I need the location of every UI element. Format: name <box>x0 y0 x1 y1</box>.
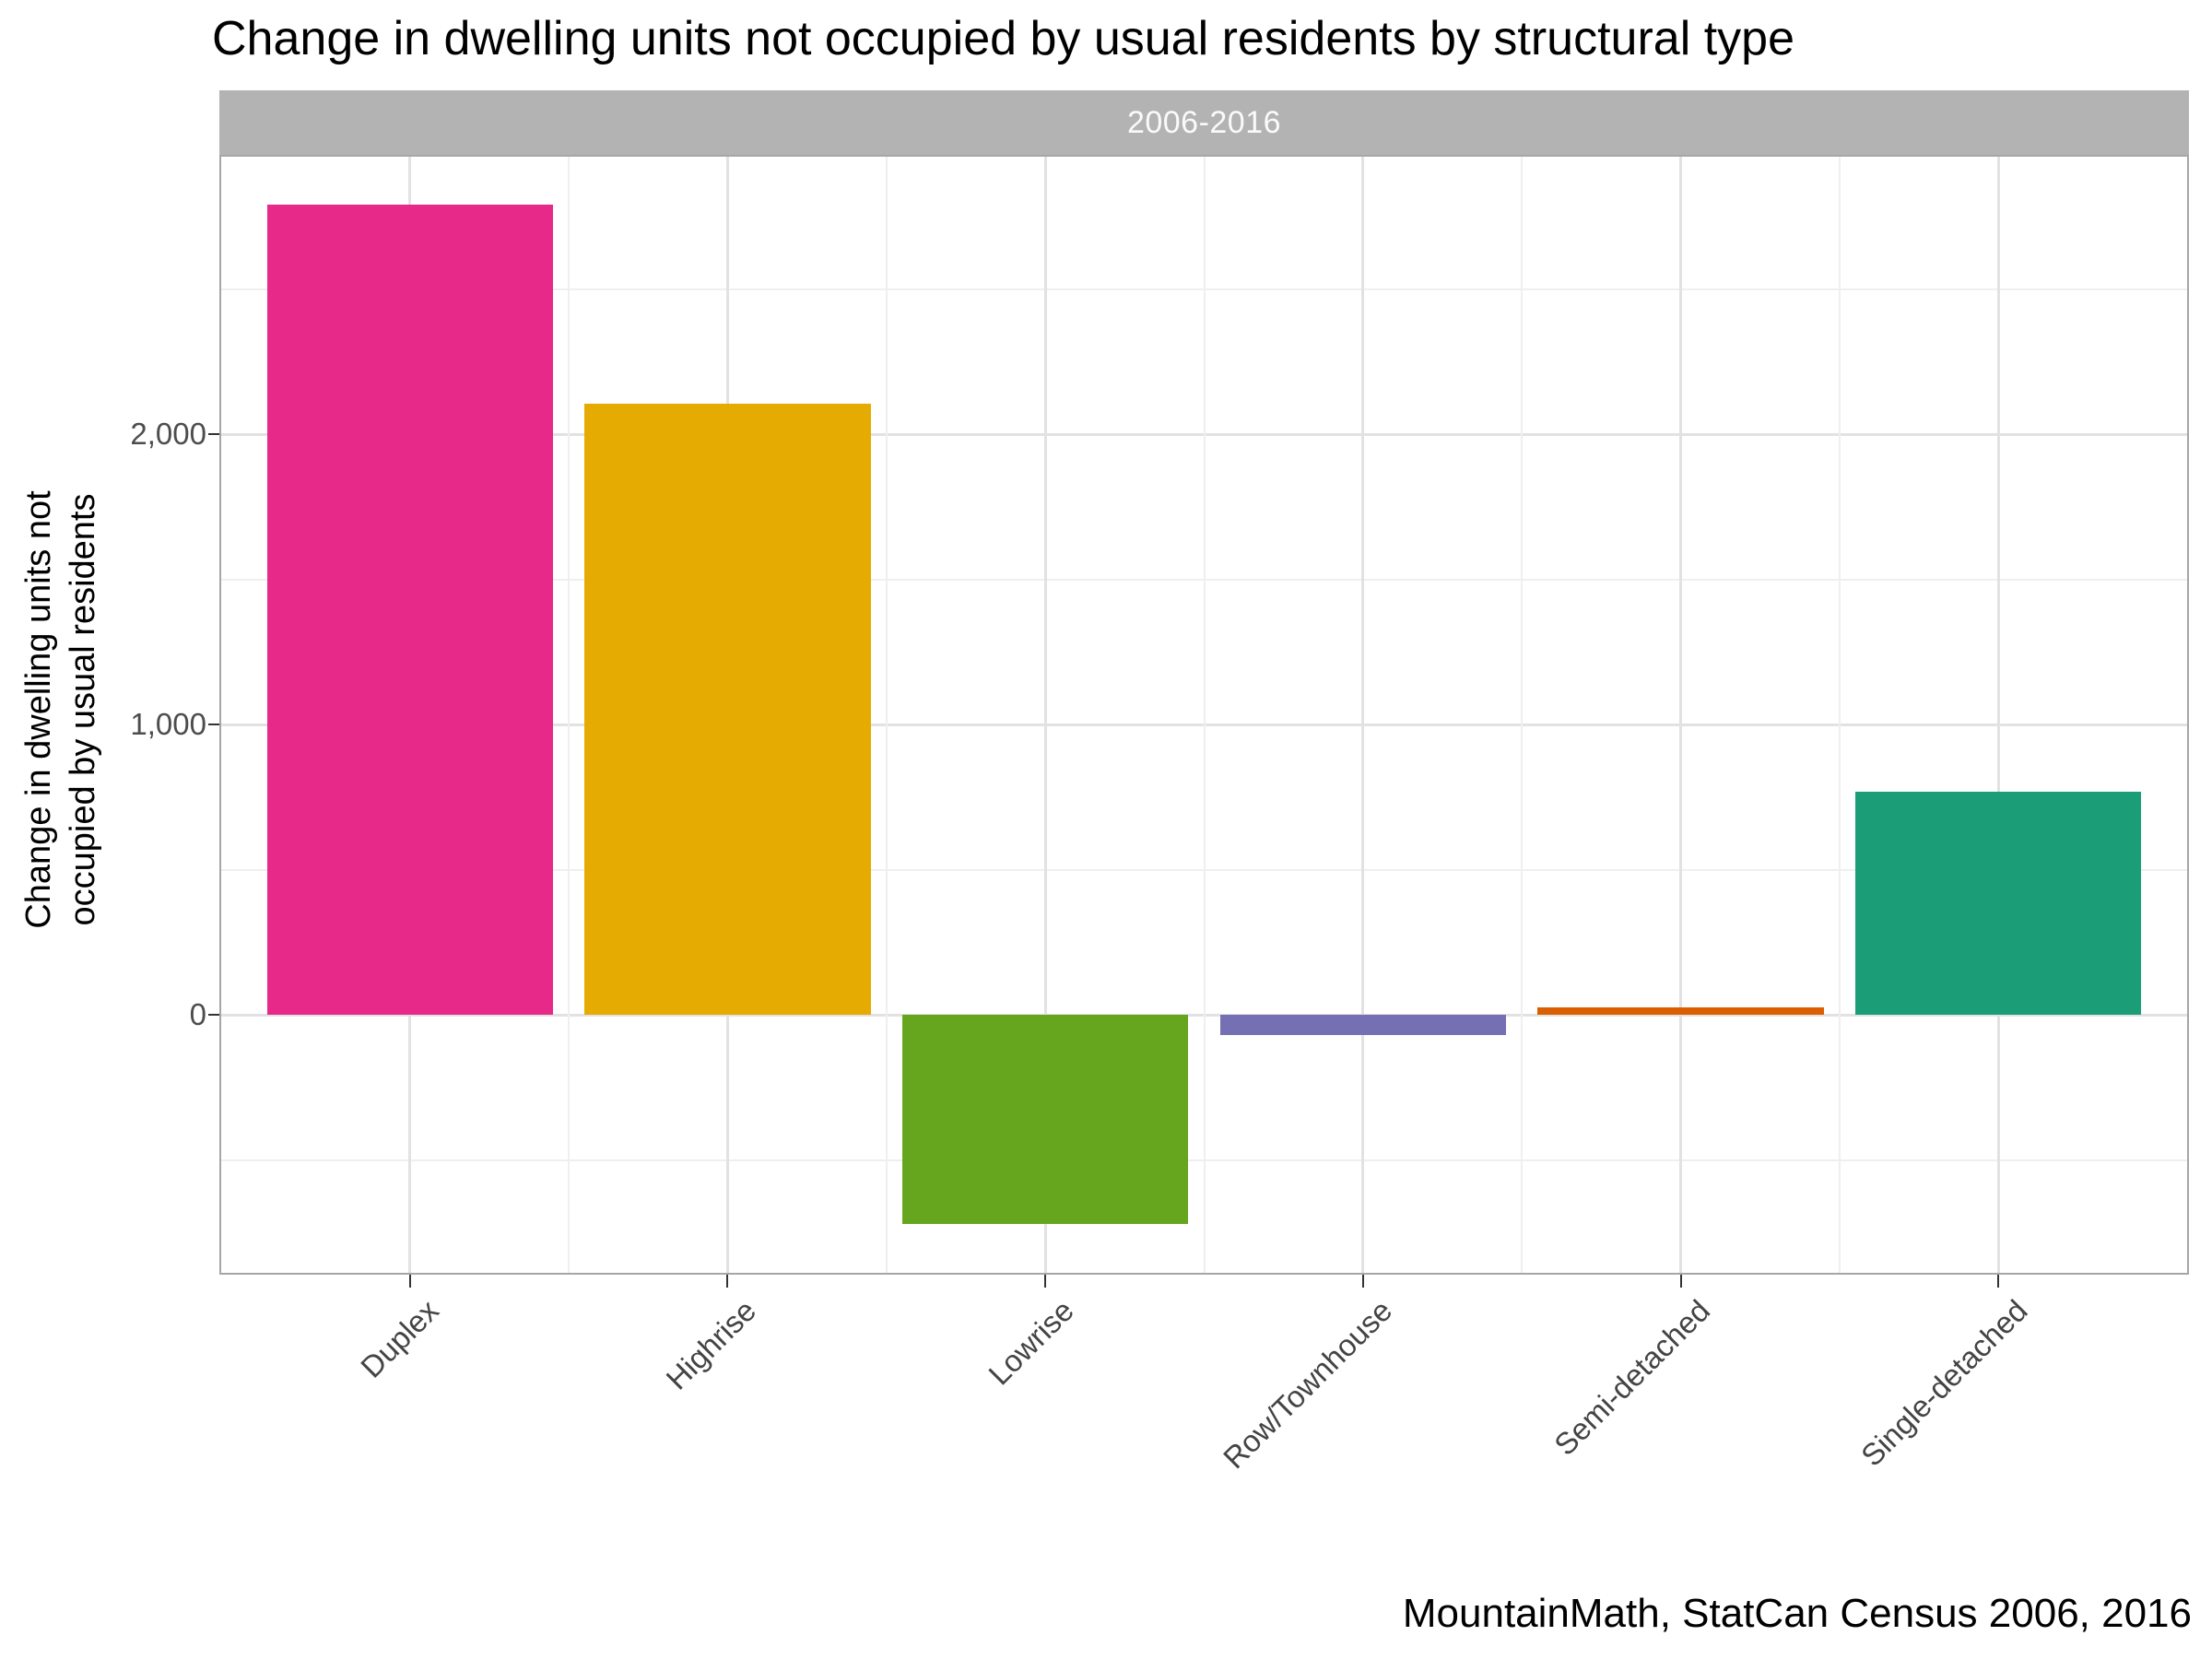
v-gridline-minor-0 <box>568 155 571 1275</box>
v-gridline-minor-1 <box>885 155 888 1275</box>
x-tick-mark-lowrise <box>1044 1275 1047 1288</box>
v-gridline-minor-2 <box>1203 155 1206 1275</box>
source-caption: MountainMath, StatCan Census 2006, 2016 <box>1402 1591 2192 1636</box>
bar-lowrise <box>902 1015 1189 1224</box>
x-tick-mark-row-townhouse <box>1361 1275 1364 1288</box>
v-gridline-semi-detached <box>1679 155 1683 1275</box>
v-gridline-minor-3 <box>1521 155 1524 1275</box>
bar-duplex <box>266 205 553 1016</box>
x-axis-label-highrise: Highrise <box>659 1293 763 1396</box>
y-axis-tick-label-2000: 2,000 <box>130 417 206 452</box>
x-axis-label-single-detached: Single-detached <box>1853 1293 2034 1473</box>
x-tick-mark-duplex <box>408 1275 411 1288</box>
bar-semi-detached <box>1537 1007 1824 1016</box>
y-tick-mark-1000 <box>208 724 219 726</box>
y-axis-title-line-1: Change in dwelling units not <box>19 490 58 929</box>
x-axis-label-lowrise: Lowrise <box>982 1293 1081 1392</box>
bar-highrise <box>584 403 871 1016</box>
v-gridline-row-townhouse <box>1361 155 1365 1275</box>
y-tick-mark-0 <box>208 1014 219 1017</box>
bar-row-townhouse <box>1219 1015 1506 1036</box>
v-gridline-single-detached <box>1996 155 2000 1275</box>
bar-single-detached <box>1855 791 2142 1016</box>
v-gridline-minor-4 <box>1838 155 1841 1275</box>
x-tick-mark-highrise <box>726 1275 729 1288</box>
facet-strip: 2006-2016 <box>219 90 2189 155</box>
y-tick-mark-2000 <box>208 433 219 436</box>
x-axis-label-row-townhouse: Row/Townhouse <box>1216 1293 1399 1476</box>
plot-panel <box>219 155 2189 1275</box>
chart-title: Change in dwelling units not occupied by… <box>212 12 1794 65</box>
x-axis-label-semi-detached: Semi-detached <box>1547 1293 1716 1463</box>
v-gridline-lowrise <box>1043 155 1047 1275</box>
x-tick-mark-single-detached <box>1997 1275 2000 1288</box>
x-tick-mark-semi-detached <box>1679 1275 1682 1288</box>
y-axis-tick-label-1000: 1,000 <box>130 707 206 742</box>
x-axis-label-duplex: Duplex <box>354 1293 445 1384</box>
y-axis-tick-label-0: 0 <box>189 997 206 1032</box>
facet-strip-label: 2006-2016 <box>1126 104 1282 140</box>
